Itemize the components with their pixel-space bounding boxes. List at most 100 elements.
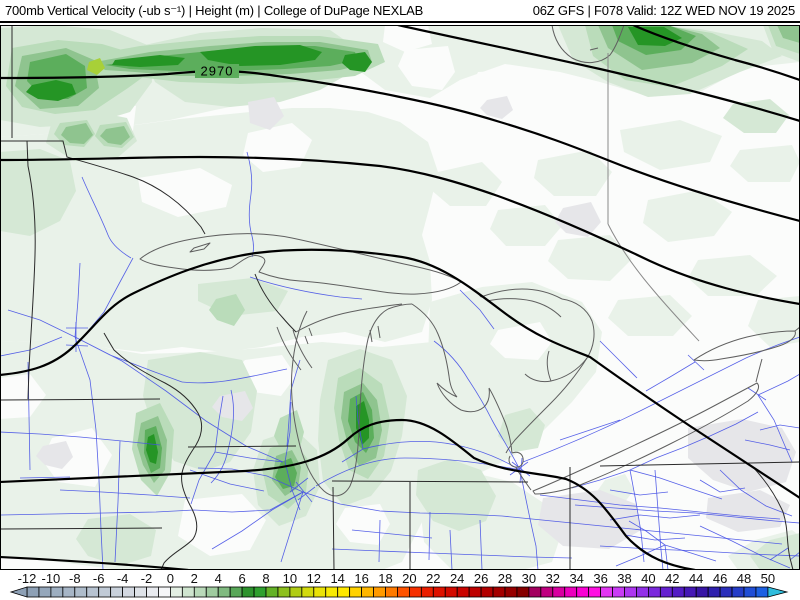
colorbar-tick-label: -8	[69, 571, 81, 586]
colorbar-cell	[62, 586, 76, 598]
minneapolis-road-cluster	[65, 322, 89, 352]
colorbar-tick-label: 26	[474, 571, 488, 586]
colorbar-tick-label: -10	[42, 571, 61, 586]
lakes-coastlines	[139, 25, 799, 497]
colorbar-cell	[636, 586, 649, 598]
lake-huron	[411, 303, 513, 454]
colorbar-tick-label: 10	[283, 571, 297, 586]
colorbar-cell	[193, 586, 207, 598]
ottawa-river	[607, 223, 700, 342]
colorbar-cell	[492, 586, 506, 598]
colorbar-cell	[325, 586, 339, 598]
james-bay	[551, 25, 625, 63]
colorbar-cell	[349, 586, 362, 598]
colorbar-tick-label: 14	[330, 571, 344, 586]
roads-and-rivers	[1, 151, 799, 570]
colorbar-tick-label: -2	[141, 571, 153, 586]
chicago-road-cluster	[197, 467, 316, 563]
colorbar-cell	[277, 586, 291, 598]
colorbar-cell	[38, 586, 52, 598]
colorbar-tick-label: 32	[546, 571, 560, 586]
colorbar-tick-label: 44	[689, 571, 703, 586]
colorbar-cell	[731, 586, 745, 598]
colorbar-cell	[397, 586, 410, 598]
colorbar-tick-label: 20	[402, 571, 416, 586]
colorbar-cell	[671, 586, 685, 598]
colorbar-tick-label: 30	[522, 571, 536, 586]
colorbar-tick-label: 22	[426, 571, 440, 586]
colorbar-cell	[98, 586, 112, 598]
height-contours: 2970	[1, 25, 799, 570]
colorbar: -12 -10 -8 -6 -4 -2 0 2 4 6 8 10 12 14 16 18 20 22 24 26 28 3…	[9, 571, 789, 598]
colorbar-cell	[241, 586, 255, 598]
colorbar-cell	[253, 586, 267, 598]
colorbar-cell	[648, 586, 661, 598]
colorbar-cell	[564, 586, 578, 598]
colorbar-cell	[385, 586, 398, 598]
colorbar-cell	[50, 586, 64, 598]
colorbar-cell	[205, 586, 219, 598]
colorbar-left-arrow	[9, 586, 28, 598]
colorbar-cell	[444, 586, 458, 598]
contour-label: 2970	[201, 64, 234, 79]
colorbar-cell	[122, 586, 135, 598]
colorbar-cell	[229, 586, 243, 598]
colorbar-tick-label: 50	[761, 571, 775, 586]
colorbar-cell	[408, 586, 422, 598]
colorbar-tick-label: 8	[262, 571, 269, 586]
lake-michigan	[291, 308, 389, 497]
colorbar-tick-label: 4	[215, 571, 222, 586]
colorbar-tick-label: 6	[238, 571, 245, 586]
run-valid-time: 06Z GFS | F078 Valid: 12Z WED NOV 19 202…	[532, 3, 795, 18]
colorbar-tick-label: -4	[117, 571, 129, 586]
colorbar-tick-label: 46	[713, 571, 727, 586]
colorbar-cell	[719, 586, 733, 598]
colorbar-cell	[432, 586, 446, 598]
colorbar-cell	[683, 586, 697, 598]
colorbar-cell	[146, 586, 159, 598]
pennsylvania-roads	[574, 469, 799, 570]
colorbar-tick-label: 2	[191, 571, 198, 586]
colorbar-tick-label: 42	[665, 571, 679, 586]
colorbar-tick-label: 36	[593, 571, 607, 586]
colorbar-cell	[74, 586, 88, 598]
lake-ontario	[693, 330, 796, 362]
colorbar-tick-label: 18	[378, 571, 392, 586]
colorbar-tick-label: -6	[93, 571, 105, 586]
colorbar-cell	[624, 586, 637, 598]
colorbar-cell	[707, 586, 721, 598]
colorbar-cell	[86, 586, 100, 598]
contour-2970	[1, 69, 799, 222]
state-borders	[1, 25, 799, 570]
colorbar-cell	[361, 586, 374, 598]
colorbar-cell	[480, 586, 494, 598]
vertical-velocity-shading	[1, 25, 799, 570]
title-bar: 700mb Vertical Velocity (-ub s⁻¹) | Heig…	[0, 0, 800, 23]
ontario-roads	[459, 289, 799, 463]
colorbar-tick-label: 0	[167, 571, 174, 586]
colorbar-cell	[659, 586, 673, 598]
lake-superior	[139, 233, 462, 295]
colorbar-tick-label: 38	[617, 571, 631, 586]
colorbar-cell	[600, 586, 613, 598]
colorbar-right-arrow	[767, 586, 789, 598]
colorbar-cell	[373, 586, 386, 598]
colorbar-tick-label: -12	[18, 571, 37, 586]
colorbar-cell	[337, 586, 351, 598]
colorbar-cell	[468, 586, 482, 598]
colorbar-cell	[217, 586, 231, 598]
colorbar-cell	[743, 586, 757, 598]
colorbar-cell	[576, 586, 590, 598]
colorbar-tick-label: 28	[498, 571, 512, 586]
colorbar-cell	[755, 586, 769, 598]
iowa-roads	[1, 431, 304, 563]
buffalo-roads	[747, 374, 799, 463]
colorbar-cell	[289, 586, 303, 598]
colorbar-cell	[134, 586, 147, 598]
colorbar-tick-label: 24	[450, 571, 464, 586]
interstate-80-90	[302, 491, 783, 545]
colorbar-cell	[695, 586, 709, 598]
lake-erie	[532, 382, 760, 495]
